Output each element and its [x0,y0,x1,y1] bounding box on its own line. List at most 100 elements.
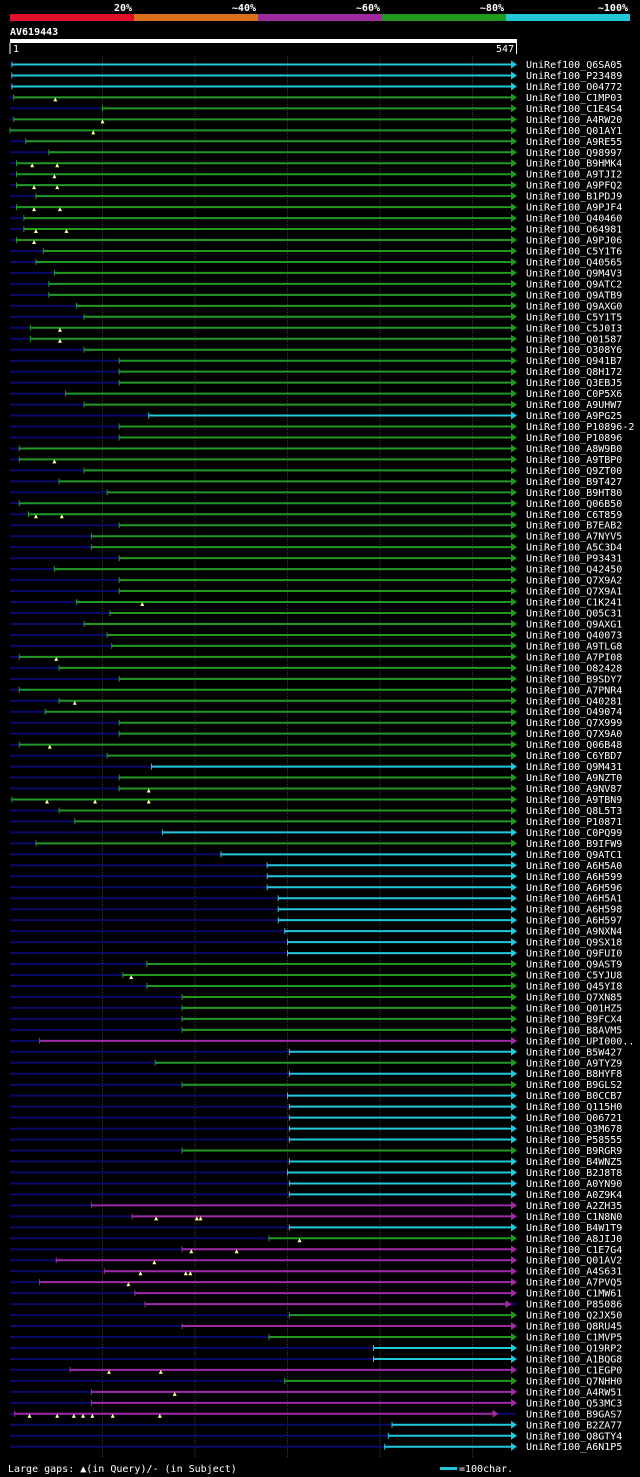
hit-row[interactable]: UniRef100_C1E7G4 [10,1245,622,1256]
hit-label[interactable]: UniRef100_A2ZH35 [526,1201,622,1212]
hit-row[interactable]: UniRef100_Q98997 [10,148,622,159]
hit-row[interactable]: UniRef100_Q42450 [10,565,622,576]
hit-row[interactable]: UniRef100_Q9M431 [10,762,622,773]
hit-row[interactable]: UniRef100_Q7X9A2 [10,576,622,587]
hit-label[interactable]: UniRef100_Q941B7 [526,356,622,367]
hit-label[interactable]: UniRef100_A7NYV5 [526,532,622,543]
hit-row[interactable]: UniRef100_Q01AV2 [10,1256,622,1267]
hit-row[interactable]: UniRef100_Q7X9A1 [10,587,622,598]
hit-row[interactable]: UniRef100_A9UHW7 [10,400,622,411]
hit-row[interactable]: UniRef100_A9RE55 [10,137,622,148]
hit-row[interactable]: UniRef100_C0PQ99 [10,828,622,839]
hit-label[interactable]: UniRef100_C1MVP5 [526,1333,622,1344]
hit-label[interactable]: UniRef100_A9TBN9 [526,795,622,806]
hit-row[interactable]: UniRef100_C1E4S4 [10,104,622,115]
hit-row[interactable]: UniRef100_Q8L5T3 [10,806,622,817]
hit-label[interactable]: UniRef100_Q7NHH0 [526,1376,622,1387]
hit-row[interactable]: UniRef100_Q7XN85 [10,992,622,1003]
hit-label[interactable]: UniRef100_A9PFQ2 [526,181,622,192]
hit-row[interactable]: UniRef100_B9SDY7 [10,674,622,685]
hit-label[interactable]: UniRef100_P10896-2 [526,422,634,433]
hit-label[interactable]: UniRef100_A6H5A0 [526,861,622,872]
hit-label[interactable]: UniRef100_A9PJF4 [526,203,622,214]
hit-label[interactable]: UniRef100_Q05C31 [526,609,622,620]
hit-row[interactable]: UniRef100_A8W9B0 [10,444,622,455]
hit-label[interactable]: UniRef100_Q8RU45 [526,1322,622,1333]
hit-label[interactable]: UniRef100_Q6SA05 [526,60,622,71]
hit-label[interactable]: UniRef100_Q9FUI0 [526,949,622,960]
hit-row[interactable]: UniRef100_A9PFQ2 [10,181,622,192]
hit-row[interactable]: UniRef100_Q6SA05 [10,60,622,71]
hit-row[interactable]: UniRef100_Q40565 [10,257,622,268]
hit-label[interactable]: UniRef100_O308Y6 [526,345,622,356]
hit-label[interactable]: UniRef100_C1E4S4 [526,104,622,115]
hit-row[interactable]: UniRef100_Q8RU45 [10,1322,622,1333]
hit-row[interactable]: UniRef100_C1EGP0 [10,1365,622,1376]
hit-label[interactable]: UniRef100_A8W9B0 [526,444,622,455]
hit-label[interactable]: UniRef100_P85086 [526,1300,622,1311]
hit-label[interactable]: UniRef100_A7PI08 [526,652,622,663]
hit-row[interactable]: UniRef100_B4WNZ5 [10,1157,622,1168]
hit-label[interactable]: UniRef100_C1E7G4 [526,1245,622,1256]
hit-label[interactable]: UniRef100_A7PNR4 [526,685,622,696]
hit-label[interactable]: UniRef100_Q8L5T3 [526,806,622,817]
hit-label[interactable]: UniRef100_C1MW61 [526,1289,622,1300]
hit-label[interactable]: UniRef100_B8HYF8 [526,1069,622,1080]
hit-label[interactable]: UniRef100_O64981 [526,225,622,236]
hit-label[interactable]: UniRef100_A9UHW7 [526,400,622,411]
hit-row[interactable]: UniRef100_P58555 [10,1135,622,1146]
hit-label[interactable]: UniRef100_Q19RP2 [526,1343,622,1354]
hit-label[interactable]: UniRef100_Q7X999 [526,718,622,729]
hit-label[interactable]: UniRef100_O82428 [526,663,622,674]
hit-row[interactable]: UniRef100_C1K241 [10,598,622,609]
hit-label[interactable]: UniRef100_Q40073 [526,630,622,641]
hit-row[interactable]: UniRef100_Q9AXG0 [10,301,622,312]
hit-row[interactable]: UniRef100_C6T859 [10,510,622,521]
hit-label[interactable]: UniRef100_Q40281 [526,696,622,707]
hit-label[interactable]: UniRef100_A9PG25 [526,411,622,422]
hit-label[interactable]: UniRef100_P23489 [526,71,622,82]
hit-row[interactable]: UniRef100_C5Y1T6 [10,246,622,257]
hit-row[interactable]: UniRef100_A9TBP0 [10,455,622,466]
hit-label[interactable]: UniRef100_O49074 [526,707,622,718]
hit-label[interactable]: UniRef100_A0Z9K4 [526,1190,622,1201]
hit-label[interactable]: UniRef100_Q9ATC2 [526,279,622,290]
hit-row[interactable]: UniRef100_Q9ZT00 [10,466,622,477]
hit-label[interactable]: UniRef100_Q01587 [526,334,622,345]
hit-label[interactable]: UniRef100_Q7X9A0 [526,729,622,740]
hit-row[interactable]: UniRef100_P10871 [10,817,622,828]
hit-row[interactable]: UniRef100_C5YJU8 [10,971,622,982]
hit-label[interactable]: UniRef100_C0P5X6 [526,389,622,400]
hit-row[interactable]: UniRef100_Q9ATB9 [10,290,622,301]
hit-label[interactable]: UniRef100_B4WNZ5 [526,1157,622,1168]
hit-label[interactable]: UniRef100_B2ZA77 [526,1420,622,1431]
hit-row[interactable]: UniRef100_A7PI08 [10,652,622,663]
hit-label[interactable]: UniRef100_A4RW51 [526,1387,622,1398]
hit-label[interactable]: UniRef100_C1K241 [526,598,622,609]
hit-row[interactable]: UniRef100_UPI000.. [10,1036,634,1047]
hit-label[interactable]: UniRef100_P10871 [526,817,622,828]
hit-label[interactable]: UniRef100_B2J8T8 [526,1168,622,1179]
hit-row[interactable]: UniRef100_C0P5X6 [10,389,622,400]
hit-label[interactable]: UniRef100_A0YN90 [526,1179,622,1190]
hit-label[interactable]: UniRef100_A5C3D4 [526,543,622,554]
hit-label[interactable]: UniRef100_C5YJU8 [526,971,622,982]
hit-row[interactable]: UniRef100_Q05C31 [10,609,622,620]
hit-row[interactable]: UniRef100_A4S631 [10,1267,622,1278]
hit-row[interactable]: UniRef100_O308Y6 [10,345,622,356]
hit-label[interactable]: UniRef100_Q40460 [526,214,622,225]
hit-label[interactable]: UniRef100_Q3M678 [526,1124,622,1135]
hit-row[interactable]: UniRef100_P23489 [10,71,622,82]
hit-row[interactable]: UniRef100_A6H5A0 [10,861,622,872]
hit-row[interactable]: UniRef100_P93431 [10,554,622,565]
hit-label[interactable]: UniRef100_C5Y1T5 [526,312,622,323]
hit-row[interactable]: UniRef100_C5Y1T5 [10,312,622,323]
hit-label[interactable]: UniRef100_Q7XN85 [526,992,622,1003]
hit-label[interactable]: UniRef100_A9PJ06 [526,236,622,247]
hit-label[interactable]: UniRef100_A8JIJ0 [526,1234,622,1245]
hit-label[interactable]: UniRef100_C1N8N0 [526,1212,622,1223]
hit-label[interactable]: UniRef100_C6YBD7 [526,751,622,762]
hit-row[interactable]: UniRef100_Q9AST9 [10,960,622,971]
hit-row[interactable]: UniRef100_A8JIJ0 [10,1234,622,1245]
hit-row[interactable]: UniRef100_Q40281 [10,696,622,707]
